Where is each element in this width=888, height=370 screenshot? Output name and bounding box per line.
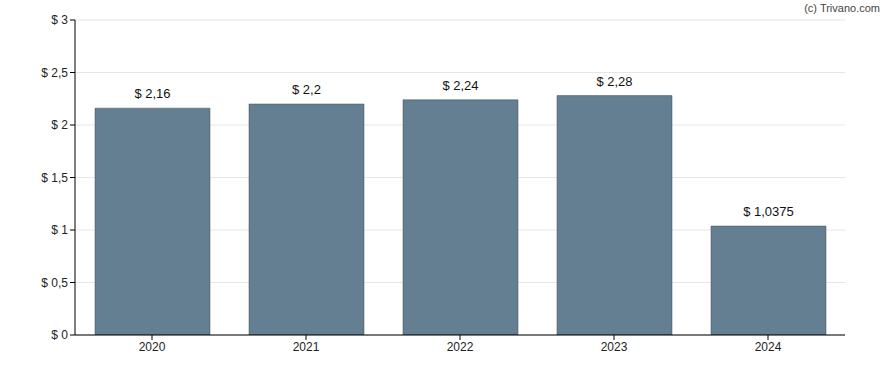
svg-text:$ 2,24: $ 2,24: [442, 78, 478, 93]
svg-text:$ 0,5: $ 0,5: [41, 276, 68, 290]
svg-text:$ 0: $ 0: [51, 328, 68, 342]
svg-text:2020: 2020: [139, 340, 166, 354]
svg-text:$ 1,0375: $ 1,0375: [743, 204, 794, 219]
svg-text:$ 2,2: $ 2,2: [292, 82, 321, 97]
svg-text:2024: 2024: [755, 340, 782, 354]
svg-text:2021: 2021: [293, 340, 320, 354]
svg-text:$ 3: $ 3: [51, 13, 68, 27]
svg-text:$ 2: $ 2: [51, 118, 68, 132]
svg-text:2023: 2023: [601, 340, 628, 354]
svg-text:2022: 2022: [447, 340, 474, 354]
svg-text:$ 2,28: $ 2,28: [596, 74, 632, 89]
html-text:(c) Trivano.com: (c) Trivano.com: [804, 2, 880, 14]
svg-text:$ 1: $ 1: [51, 223, 68, 237]
svg-text:$ 2,5: $ 2,5: [41, 66, 68, 80]
svg-text:$ 1,5: $ 1,5: [41, 171, 68, 185]
svg-text:$ 2,16: $ 2,16: [134, 86, 170, 101]
